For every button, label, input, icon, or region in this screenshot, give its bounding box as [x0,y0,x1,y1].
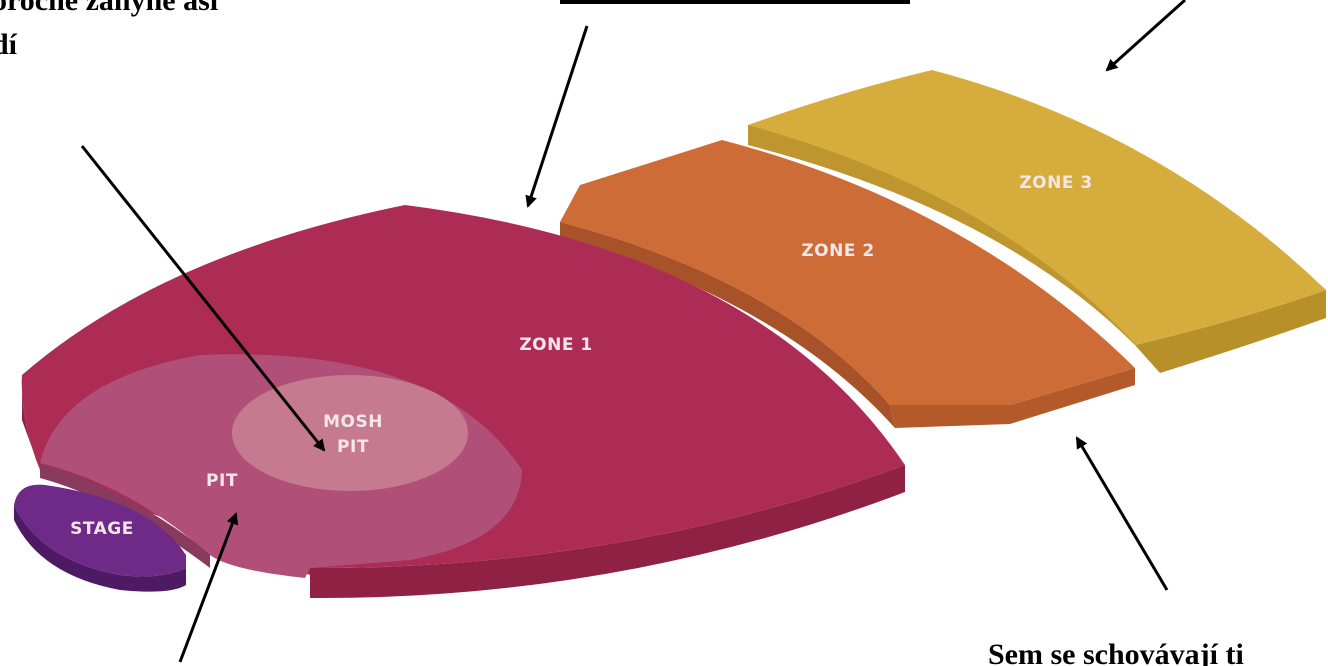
zone-3-top [748,70,1326,345]
pit-label: PIT [206,471,238,491]
arrow-to-zone-3 [1105,0,1187,72]
arrow-to-mosh-pit [80,145,326,452]
zone-3-front [748,125,1160,373]
arrow-to-pit [178,512,239,663]
stage-side [14,505,186,592]
stage-block [14,484,186,592]
pit-side [40,463,210,568]
zone-2-top [560,140,1135,405]
zone-1-label: ZONE 1 [519,335,592,355]
mosh-pit-label-line2: PIT [337,437,369,457]
top-center-caption-fragment [560,0,910,4]
zone-3-label: ZONE 3 [1019,173,1092,193]
zone-2-block [560,140,1135,428]
arrow-to-zone-gap [1075,436,1169,591]
zone-2-label: ZONE 2 [801,241,874,261]
zone-3-side [1135,290,1326,373]
zone-3-block [748,70,1326,373]
zone-2-front [560,222,895,428]
zone-1-left-edge [21,375,40,470]
zone-1-side [310,465,905,599]
caption-top-left-line2: dí [0,28,18,61]
zone-2-side [890,368,1135,428]
mosh-pit-area [232,375,468,491]
stage-top [14,484,186,577]
mosh-pit-label-line1: MOSH [323,412,383,432]
arrow-to-zone-1 [525,25,589,208]
caption-bottom-right: Sem se schovávají ti [988,638,1244,666]
caption-top-left-line1: oročné záhyně asi [0,0,218,17]
stage-label: STAGE [70,519,134,539]
